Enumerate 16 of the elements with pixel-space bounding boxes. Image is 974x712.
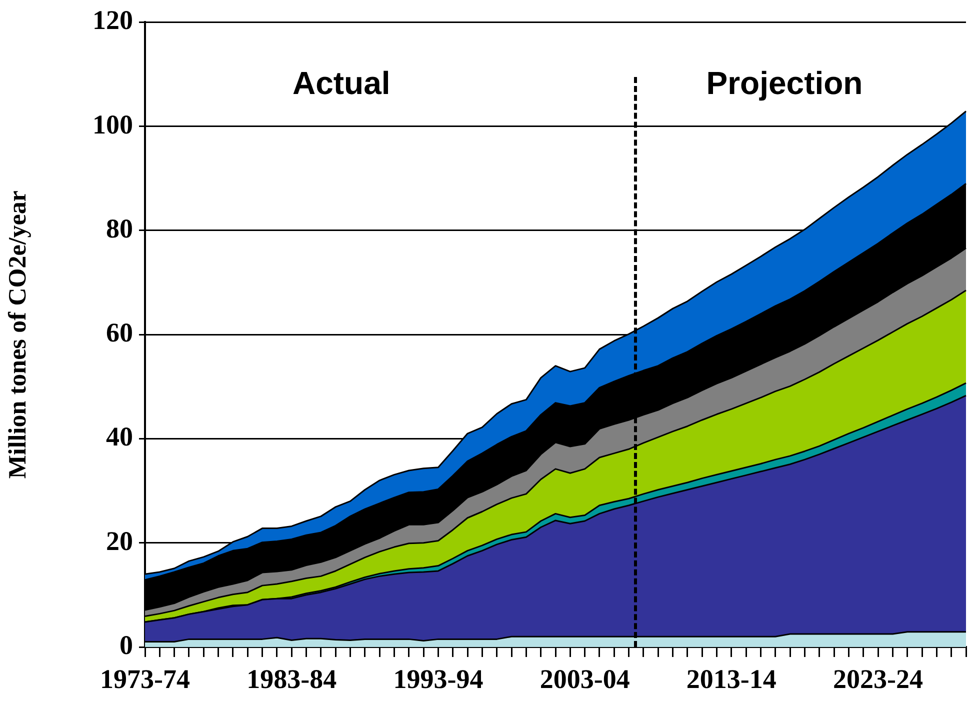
y-tick-label: 60 [106,318,133,348]
y-tick-label: 100 [92,109,133,140]
annotation: Projection [706,65,863,102]
y-axis-title: Million tones of CO2e/year [4,190,32,479]
annotation: Actual [292,65,390,102]
x-tick-label: 2023-24 [833,664,924,694]
x-tick-label: 2013-14 [686,664,776,694]
y-tick-label: 0 [120,630,133,660]
y-tick-label: 40 [106,422,133,452]
x-tick-label: 1973-74 [100,664,190,694]
y-tick-label: 20 [106,526,133,556]
x-tick-label: 1993-94 [393,664,484,694]
x-tick-label: 1983-84 [246,664,337,694]
x-tick-label: 2003-04 [540,664,630,694]
y-tick-label: 80 [106,213,133,244]
y-tick-label: 120 [92,5,133,36]
